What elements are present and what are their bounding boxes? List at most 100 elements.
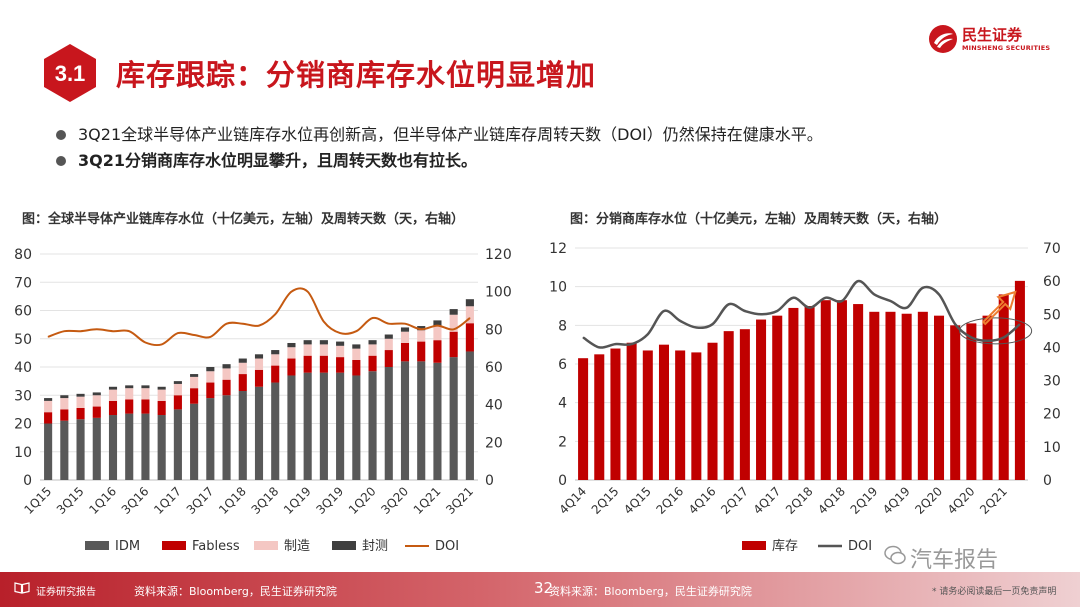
doi-point xyxy=(274,313,276,315)
bar-fabless xyxy=(336,357,345,373)
legend-label: 封测 xyxy=(362,539,388,554)
bar-idm xyxy=(303,372,312,480)
bar-foundry xyxy=(319,344,328,356)
bar-osat xyxy=(417,326,426,331)
bar-idm xyxy=(173,409,182,480)
y2-tick-label: 20 xyxy=(1043,407,1061,423)
bar-foundry xyxy=(287,347,296,359)
bar-foundry xyxy=(92,395,101,407)
bar-fabless xyxy=(254,369,264,387)
right-chart-title: 图：分销商库存水位（十亿美元，左轴）及周转天数（天，右轴） xyxy=(570,212,948,227)
bar-foundry xyxy=(157,389,166,401)
doi-point xyxy=(728,303,730,305)
x-tick-label: 4Q18 xyxy=(815,484,848,517)
bar-fabless xyxy=(465,323,474,352)
doi-point xyxy=(112,330,114,332)
doi-point xyxy=(388,323,390,325)
bar-foundry xyxy=(60,398,69,410)
bar-idm xyxy=(417,361,426,480)
doi-point xyxy=(906,307,908,309)
doi-point xyxy=(679,320,681,322)
watermark-text: 汽车报告 xyxy=(910,548,999,573)
legend-label: IDM xyxy=(115,539,140,554)
bar-inventory xyxy=(756,319,767,480)
legend-label: DOI xyxy=(848,539,872,554)
bullet-list: 3Q21全球半导体产业链库存水位再创新高，但半导体产业链库存周转天数（DOI）仍… xyxy=(56,122,823,174)
bar-idm xyxy=(125,413,134,480)
bar-inventory xyxy=(658,344,669,480)
bar-osat xyxy=(157,386,166,390)
doi-point xyxy=(453,328,455,330)
y2-tick-label: 100 xyxy=(485,285,512,301)
watermark: 汽车报告 xyxy=(884,542,999,574)
x-tick-label: 2Q17 xyxy=(718,484,751,517)
bar-inventory xyxy=(966,323,977,480)
doi-point xyxy=(841,300,843,302)
bar-foundry xyxy=(465,306,474,324)
doi-point xyxy=(258,325,260,327)
bar-idm xyxy=(141,413,150,480)
bar-fabless xyxy=(76,407,85,420)
wechat-icon xyxy=(884,545,906,565)
source-note: 资料来源：Bloomberg，民生证券研究院 xyxy=(134,585,337,598)
bar-foundry xyxy=(336,345,345,358)
section-number: 3.1 xyxy=(55,61,86,86)
bar-osat xyxy=(352,344,361,349)
doi-point xyxy=(290,291,292,293)
bar-fabless xyxy=(190,388,199,404)
bar-idm xyxy=(60,420,69,480)
doi-point xyxy=(922,287,924,289)
bar-osat xyxy=(206,367,215,372)
bar-osat xyxy=(449,309,458,315)
bar-inventory xyxy=(853,304,864,480)
doi-point xyxy=(177,332,179,334)
legend-swatch xyxy=(85,541,109,550)
bar-fabless xyxy=(173,395,182,410)
y-tick-label: 8 xyxy=(558,318,567,334)
logo-text-cn: 民生证券 xyxy=(962,26,1023,44)
bar-osat xyxy=(465,299,474,307)
left-chart-title: 图：全球半导体产业链库存水位（十亿美元，左轴）及周转天数（天，右轴） xyxy=(22,212,465,227)
bar-fabless xyxy=(287,358,296,376)
bar-osat xyxy=(190,374,199,377)
doi-point xyxy=(776,310,778,312)
bar-fabless xyxy=(206,382,215,399)
bar-foundry xyxy=(44,400,53,413)
trend-arrow-icon xyxy=(981,290,1017,326)
y-tick-label: 70 xyxy=(14,275,32,291)
doi-point xyxy=(128,330,130,332)
doi-point xyxy=(469,317,471,319)
bar-foundry xyxy=(384,338,393,351)
doi-point xyxy=(242,323,244,325)
y-tick-label: 10 xyxy=(549,280,567,296)
bar-foundry xyxy=(417,330,426,342)
bar-foundry xyxy=(76,396,85,408)
highlight-oval xyxy=(959,317,1033,345)
bar-inventory xyxy=(934,315,945,480)
y-tick-label: 30 xyxy=(14,388,32,404)
y2-tick-label: 30 xyxy=(1043,374,1061,390)
bar-idm xyxy=(400,361,410,480)
bar-foundry xyxy=(141,388,150,400)
y2-tick-label: 40 xyxy=(1043,340,1061,356)
bar-foundry xyxy=(303,344,312,356)
bar-osat xyxy=(384,334,393,339)
bar-fabless xyxy=(141,399,150,414)
bar-idm xyxy=(157,415,166,480)
bar-osat xyxy=(108,386,118,390)
bar-foundry xyxy=(449,314,458,332)
bar-fabless xyxy=(157,400,166,416)
y2-tick-label: 70 xyxy=(1043,241,1061,257)
doi-point xyxy=(1019,323,1021,325)
bar-idm xyxy=(433,362,442,480)
x-tick-label: 1Q16 xyxy=(86,484,119,517)
bar-idm xyxy=(108,415,118,480)
doi-point xyxy=(355,330,357,332)
bar-inventory xyxy=(691,352,702,480)
source-note-2: 资料来源：Bloomberg，民生证券研究院 xyxy=(549,585,752,598)
bar-idm xyxy=(336,372,345,480)
x-tick-label: 3Q20 xyxy=(378,484,411,517)
bar-idm xyxy=(222,395,231,480)
legend-swatch xyxy=(254,541,278,550)
bar-foundry xyxy=(254,358,264,370)
